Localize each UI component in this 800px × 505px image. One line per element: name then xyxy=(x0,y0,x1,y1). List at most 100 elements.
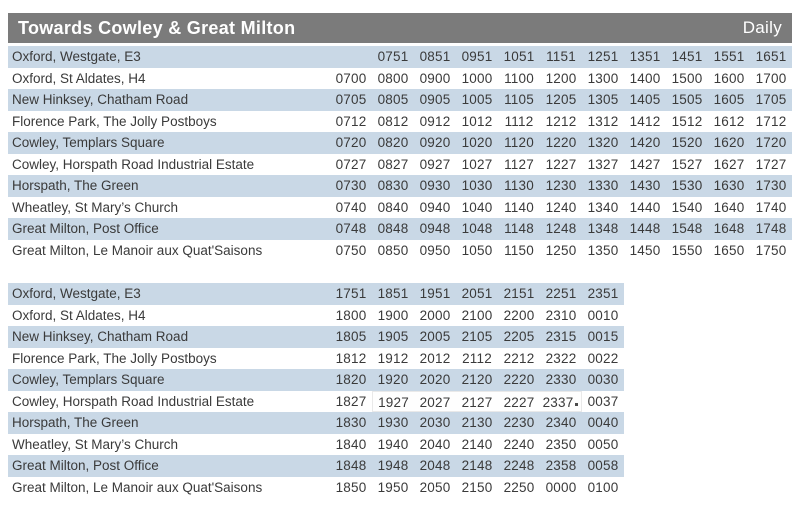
time-cell: 1812 xyxy=(335,350,367,366)
time-cell: 0800 xyxy=(377,70,409,86)
time-cell: 1530 xyxy=(671,178,703,193)
time-cell: 1305 xyxy=(587,92,619,107)
time-cell: 0812 xyxy=(377,113,409,129)
time-cell: 0940 xyxy=(419,199,451,215)
time-cell: 0850 xyxy=(377,242,409,258)
time-cell: 2251 xyxy=(545,286,577,301)
time-cell: 2330 xyxy=(545,372,577,387)
time-cell: 1627 xyxy=(713,156,745,172)
time-cell: 2051 xyxy=(461,286,493,301)
time-cell: 0930 xyxy=(419,178,451,193)
stop-name-cell: New Hinksey, Chatham Road xyxy=(12,329,189,345)
time-cell: 1840 xyxy=(335,436,367,452)
time-cell: 1012 xyxy=(461,113,493,129)
time-cell: 0712 xyxy=(335,113,367,129)
time-cell: 1205 xyxy=(545,92,577,107)
time-cell: 0015 xyxy=(587,329,619,344)
table-row: Oxford, Westgate, E3 1751 1851 1951 2051 2151… xyxy=(8,283,624,305)
time-cell: 2250 xyxy=(503,479,535,495)
time-cell: 1120 xyxy=(504,135,534,150)
time-cell: 1450 xyxy=(629,242,661,258)
time-cell: 2148 xyxy=(461,458,493,473)
time-cell: 0050 xyxy=(587,436,619,452)
time-cell: 1412 xyxy=(629,113,661,129)
time-cell: 0720 xyxy=(335,135,367,150)
time-cell: 0830 xyxy=(377,178,409,193)
time-cell: 2351 xyxy=(587,286,619,301)
time-cell: 2012 xyxy=(419,350,451,366)
time-cell: 0827 xyxy=(377,156,409,172)
time-cell: 0030 xyxy=(587,372,619,387)
time-cell: 1051 xyxy=(503,49,535,64)
table-row: Great Milton, Post Office 1848 1948 2048 214… xyxy=(8,455,624,477)
time-cell: 1405 xyxy=(629,92,661,107)
time-cell: 0912 xyxy=(419,113,451,129)
stop-name-cell: Wheatley, St Mary’s Church xyxy=(12,199,179,215)
time-cell: 1900 xyxy=(377,307,409,323)
time-cell: 1720 xyxy=(755,135,787,150)
time-cell: 0000 xyxy=(545,479,577,495)
time-cell: 1100 xyxy=(504,70,534,86)
time-cell xyxy=(330,46,372,68)
time-cell: 0805 xyxy=(377,92,409,107)
time-cell: 1827 xyxy=(335,393,367,409)
time-cell: 1512 xyxy=(671,113,703,129)
time-cell: 1200 xyxy=(545,70,577,86)
time-cell: 1851 xyxy=(377,286,409,301)
time-cell: 0950 xyxy=(419,242,451,258)
table-row: Oxford, St Aldates, H4 0700 0800 0900 1000 11… xyxy=(8,68,792,90)
time-cell: 1112 xyxy=(504,113,534,129)
time-cell: 2127 xyxy=(456,390,498,412)
time-cell: 1248 xyxy=(545,221,577,236)
time-cell: 0727 xyxy=(335,156,367,172)
time-cell: 2310 xyxy=(545,307,577,323)
time-cell: 1948 xyxy=(377,458,409,473)
time-cell: 1150 xyxy=(504,242,534,258)
time-cell: 2050 xyxy=(419,479,451,495)
time-cell: 2100 xyxy=(461,307,493,323)
time-cell: 1427 xyxy=(629,156,661,172)
time-cell: 1712 xyxy=(755,113,787,129)
time-cell: 2248 xyxy=(503,458,535,473)
stop-name-cell: Horspath, The Green xyxy=(12,415,139,431)
time-cell: 0751 xyxy=(377,49,409,64)
time-cell: 1148 xyxy=(504,221,534,236)
time-cell: 0740 xyxy=(335,199,367,215)
time-cell: 2000 xyxy=(419,307,451,323)
time-cell: 1748 xyxy=(755,221,787,236)
table-row: Cowley, Templars Square 1820 1920 2020 2120 2… xyxy=(8,369,624,391)
time-cell: 2220 xyxy=(503,372,535,387)
stop-name-cell: Wheatley, St Mary’s Church xyxy=(12,436,179,452)
stop-name-cell: Oxford, Westgate, E3 xyxy=(12,49,141,65)
time-cell: 1230 xyxy=(545,178,577,193)
stop-name-cell: Cowley, Horspath Road Industrial Estate xyxy=(12,156,255,172)
time-cell: 1040 xyxy=(461,199,493,215)
time-cell: 1520 xyxy=(671,135,703,150)
time-cell: 2048 xyxy=(419,458,451,473)
time-cell: 1340 xyxy=(587,199,619,215)
time-cell: 0840 xyxy=(377,199,409,215)
time-cell: 0900 xyxy=(419,70,451,86)
table-row: Cowley, Horspath Road Industrial Estate 0… xyxy=(8,154,792,176)
time-cell: 1600 xyxy=(713,70,745,86)
stop-name-cell: Oxford, Westgate, E3 xyxy=(12,286,141,302)
time-cell: 0748 xyxy=(335,221,367,236)
table-row: Oxford, Westgate, E3 0751 0851 0951 1051 1151… xyxy=(8,46,792,68)
time-cell: 1020 xyxy=(461,135,493,150)
time-cell: 1348 xyxy=(587,221,619,236)
time-cell: 2358 xyxy=(545,458,577,473)
time-cell: 2212 xyxy=(503,350,535,366)
time-cell: 1705 xyxy=(755,92,787,107)
time-cell: 2205 xyxy=(503,329,535,344)
time-cell: 1351 xyxy=(629,49,661,64)
time-cell: 1330 xyxy=(587,178,619,193)
time-cell: 1312 xyxy=(587,113,619,129)
stop-name-cell: Florence Park, The Jolly Postboys xyxy=(12,113,217,129)
time-cell: 1548 xyxy=(671,221,703,236)
time-cell: 0848 xyxy=(377,221,409,236)
table-row: Great Milton, Post Office 0748 0848 0948 104… xyxy=(8,218,792,240)
stop-name-cell: Great Milton, Le Manoir aux Quat'Saisons xyxy=(12,242,263,258)
time-cell: 2350 xyxy=(545,436,577,452)
time-cell: 1830 xyxy=(335,415,367,430)
